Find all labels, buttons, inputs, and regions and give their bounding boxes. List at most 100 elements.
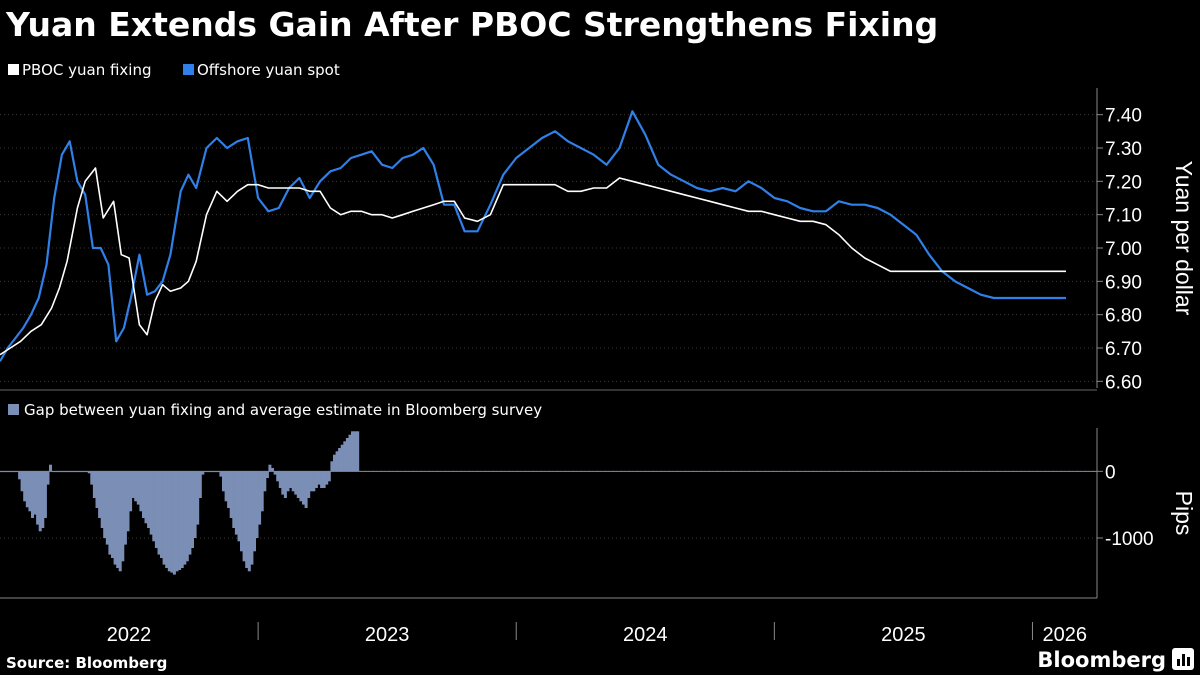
gap-bar <box>322 471 326 488</box>
gap-bar <box>160 471 163 558</box>
gap-bar <box>98 471 102 518</box>
top-y-axis-title: Yuan per dollar <box>1171 161 1197 316</box>
gap-bar <box>320 471 324 488</box>
gap-bar <box>74 471 78 473</box>
gap-bar <box>80 471 83 473</box>
gap-bar <box>232 471 236 528</box>
gap-bar <box>144 471 148 524</box>
legend-label-spot: Offshore yuan spot <box>197 61 340 79</box>
bottom-y-axis-ticks: 0 -1000 <box>1097 462 1154 550</box>
gap-bar <box>175 471 179 572</box>
gap-bar <box>77 471 81 473</box>
gap-bar <box>325 471 329 485</box>
gap-bar <box>18 471 22 480</box>
gap-bar <box>240 471 243 552</box>
gap-bar <box>276 471 280 482</box>
bottom-tick-label: -1000 <box>1105 529 1154 550</box>
gap-bar <box>15 471 19 473</box>
bottom-panel-bars <box>0 431 360 575</box>
gap-bar <box>41 471 45 528</box>
gap-bar <box>157 471 161 555</box>
gap-bar <box>196 471 200 525</box>
legend-swatch-gap <box>8 404 19 415</box>
bloomberg-logo-icon <box>1172 648 1194 670</box>
gap-bar <box>147 471 151 528</box>
gap-bar <box>314 471 318 488</box>
year-label: 2025 <box>881 624 926 646</box>
gap-bar <box>126 471 130 532</box>
gap-bar <box>154 471 158 548</box>
gap-bar <box>113 471 117 565</box>
gap-bar <box>222 471 225 492</box>
gap-bar <box>224 471 228 502</box>
gap-bar <box>273 471 277 475</box>
gap-bar <box>296 471 300 498</box>
gap-bar <box>0 471 3 473</box>
gap-bar <box>193 471 197 538</box>
gap-bar <box>309 471 313 492</box>
gap-bar <box>340 444 344 472</box>
gap-bar <box>191 471 194 548</box>
gap-bar <box>253 471 256 552</box>
legend-swatch-spot <box>183 64 194 75</box>
gap-bar <box>219 471 223 477</box>
gap-bar <box>348 434 352 472</box>
gap-bar <box>201 471 205 475</box>
series-line-pboc-fixing <box>0 167 1066 356</box>
gap-bar <box>307 471 311 498</box>
top-tick-label: 6.90 <box>1105 272 1142 293</box>
gap-bar <box>283 471 287 498</box>
top-tick-label: 7.40 <box>1105 106 1142 127</box>
top-tick-label: 6.70 <box>1105 339 1142 360</box>
gap-bar <box>131 471 135 498</box>
gap-bar <box>330 461 334 472</box>
gap-bar <box>338 448 342 472</box>
gap-bar <box>92 471 96 498</box>
top-tick-label: 6.80 <box>1105 306 1142 327</box>
gap-bar <box>294 471 298 495</box>
gap-bar <box>51 471 55 473</box>
gap-bar <box>229 471 233 518</box>
gap-bar <box>59 471 63 473</box>
gap-bar <box>203 471 207 473</box>
gap-bar <box>28 471 32 512</box>
gap-bar <box>255 471 259 538</box>
gap-bar <box>108 471 112 555</box>
gap-bar <box>188 471 192 555</box>
gap-bar <box>170 471 174 573</box>
gap-bar <box>291 471 295 492</box>
gap-bar <box>134 471 138 502</box>
gap-bar <box>242 471 246 562</box>
gap-bar <box>258 471 262 525</box>
gap-bar <box>234 471 238 535</box>
gap-bar <box>111 471 114 558</box>
gap-bar <box>64 471 68 473</box>
gap-bar <box>49 464 52 472</box>
gap-bar <box>185 471 189 562</box>
source-label: Source: Bloomberg <box>6 654 167 672</box>
gap-bar <box>116 471 120 568</box>
top-tick-label: 7.30 <box>1105 139 1142 160</box>
top-panel-series <box>0 110 1066 362</box>
top-panel-gridlines <box>0 114 1097 382</box>
bottom-y-axis-title: Pips <box>1171 491 1197 536</box>
gap-bar <box>100 471 104 528</box>
gap-bar <box>12 471 16 473</box>
gap-bar <box>36 471 40 525</box>
legend-label-fixing: PBOC yuan fixing <box>22 61 152 79</box>
gap-bar <box>90 471 94 485</box>
gap-bar <box>121 471 125 562</box>
gap-bar <box>183 471 187 565</box>
gap-bar <box>61 471 65 473</box>
gap-bar <box>103 471 107 538</box>
gap-bar <box>31 471 34 518</box>
gap-bar <box>123 471 127 545</box>
gap-bar <box>227 471 231 508</box>
gap-bar <box>180 471 184 568</box>
gap-bar <box>139 471 143 512</box>
gap-bar <box>2 471 6 473</box>
gap-bar <box>54 471 58 473</box>
gap-bar <box>271 468 274 472</box>
